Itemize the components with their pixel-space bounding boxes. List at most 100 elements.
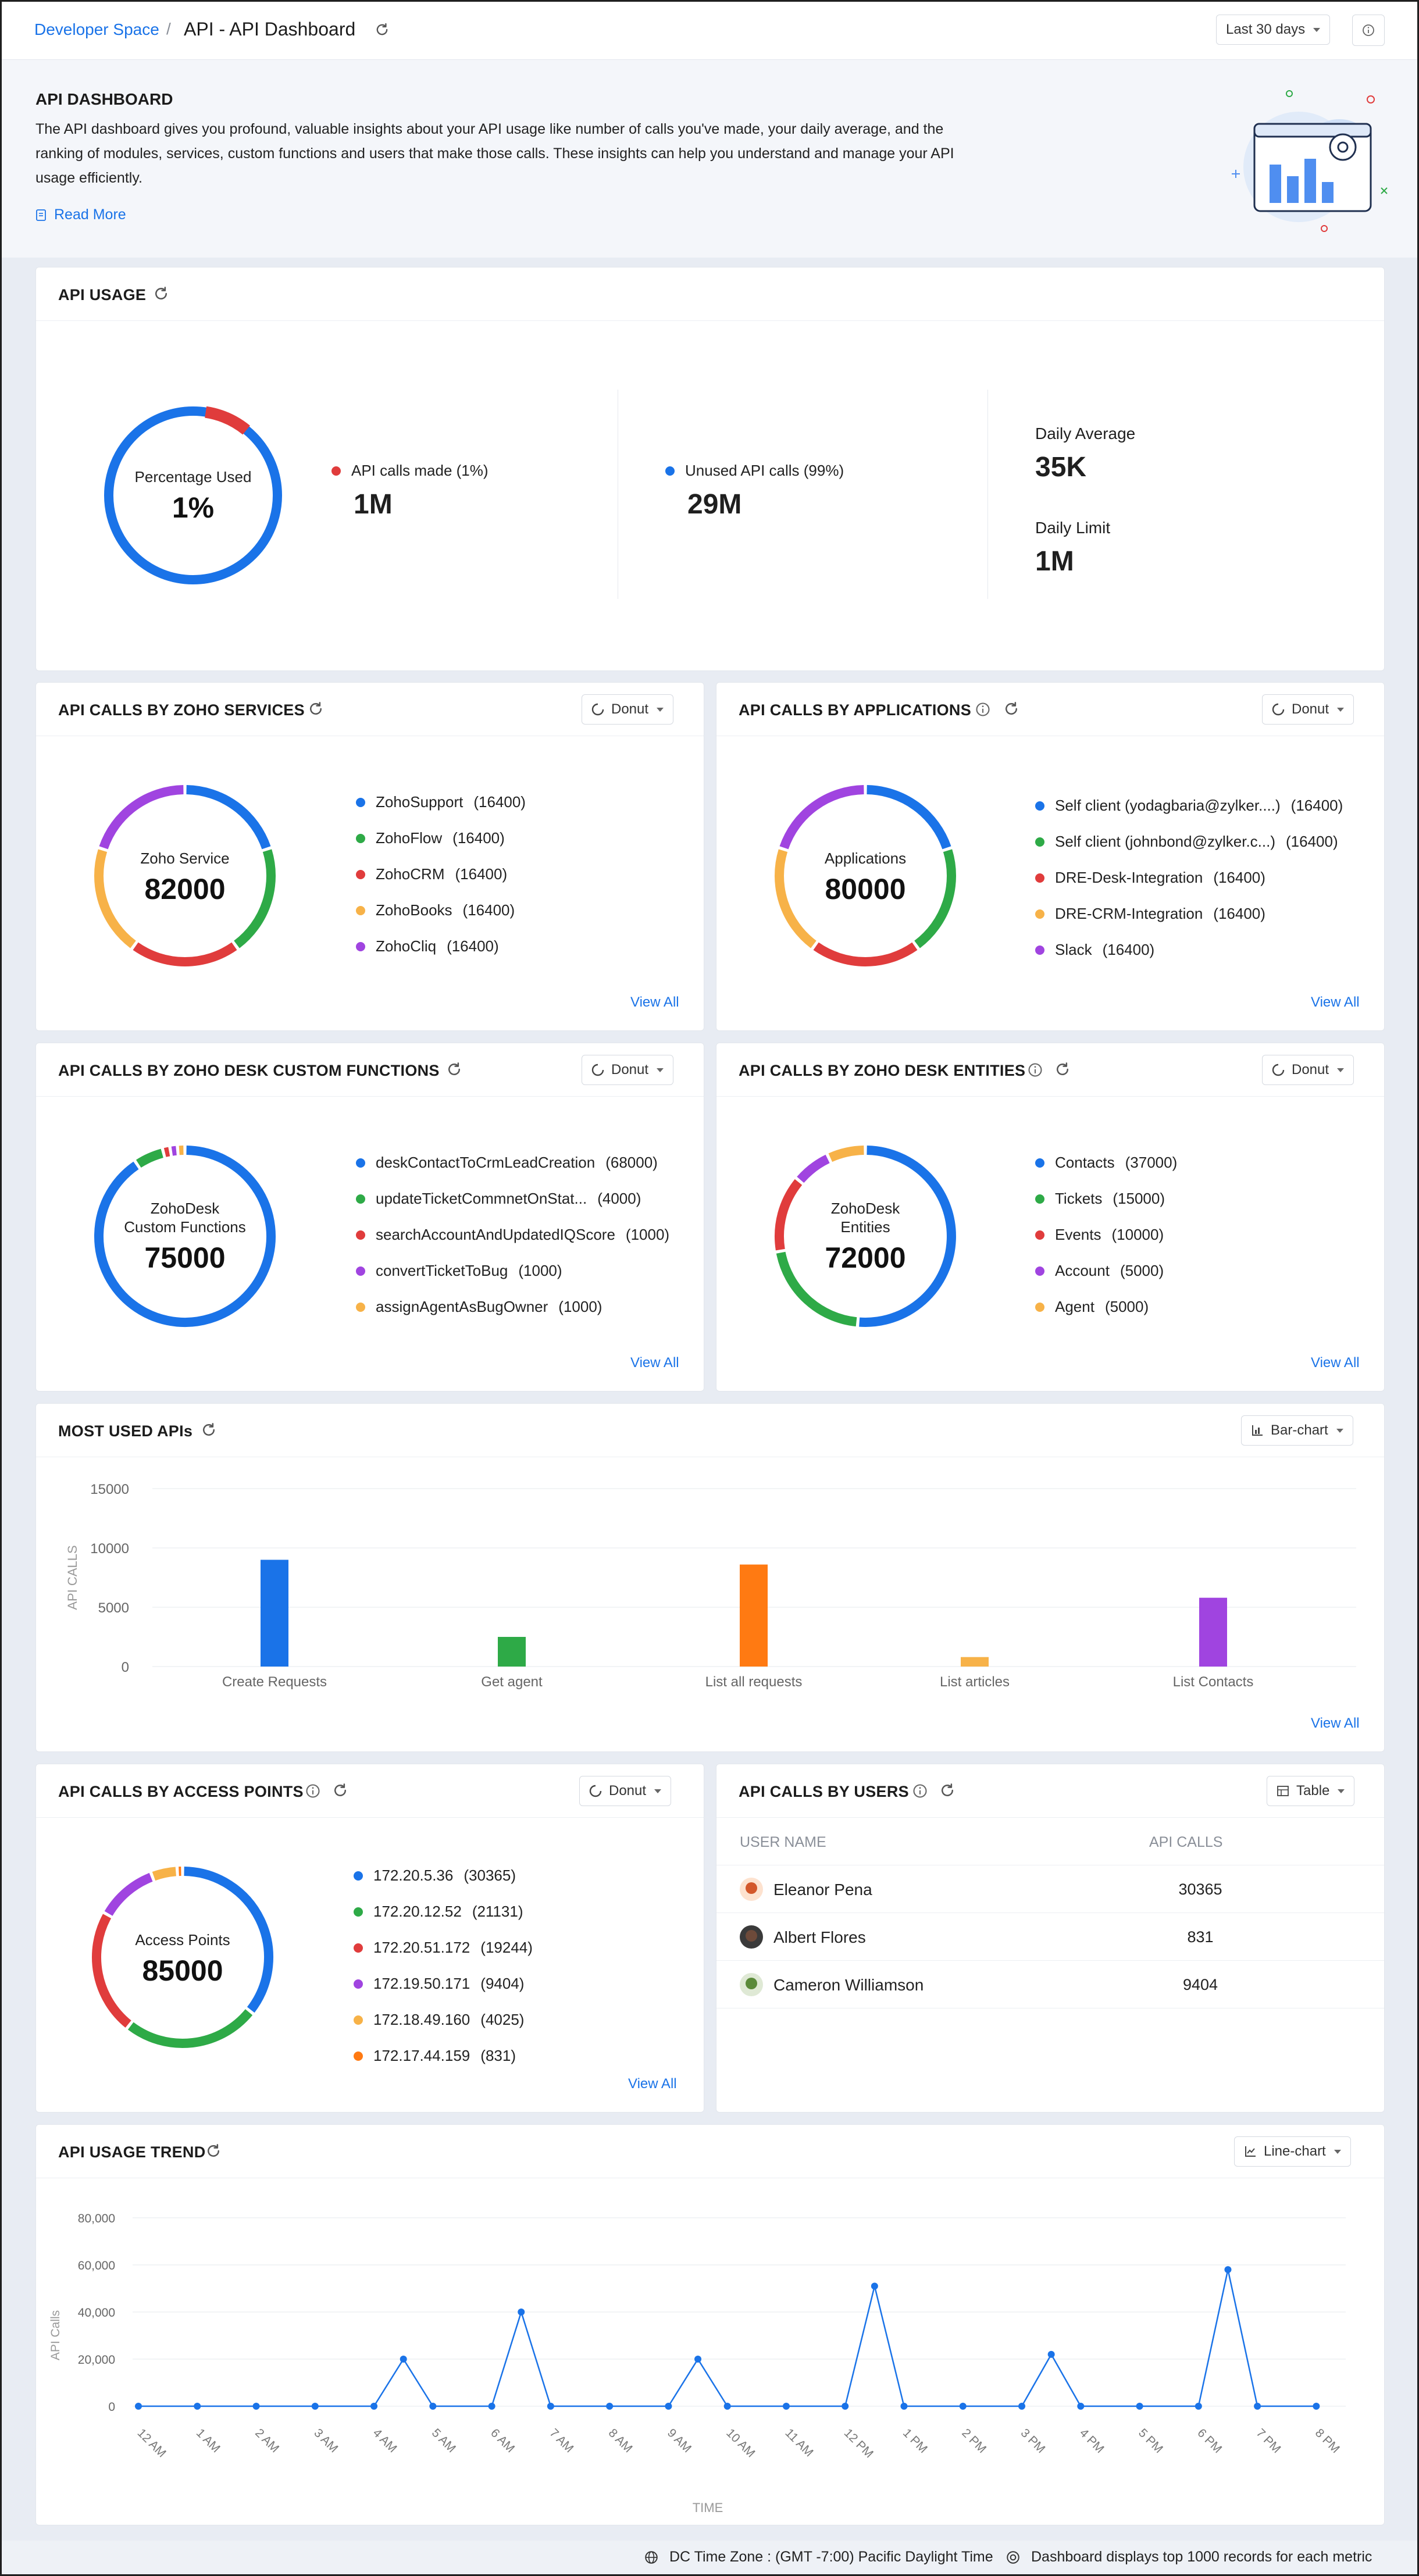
view-all-link[interactable]: View All — [628, 2076, 677, 2092]
donut-segment[interactable] — [104, 1872, 153, 1916]
data-point[interactable] — [194, 2403, 201, 2410]
refresh-icon[interactable] — [1054, 1061, 1071, 1078]
refresh-icon[interactable] — [200, 1421, 218, 1439]
table-row[interactable]: Albert Flores 831 — [716, 1913, 1384, 1961]
data-point[interactable] — [488, 2403, 495, 2410]
data-point[interactable] — [1224, 2266, 1232, 2274]
chart-type-select[interactable]: Bar-chart — [1241, 1415, 1353, 1446]
view-all-link[interactable]: View All — [1311, 1715, 1360, 1731]
info-icon[interactable] — [1027, 1062, 1043, 1078]
legend-item[interactable]: ZohoCRM (16400) — [356, 865, 507, 883]
donut-segment[interactable] — [92, 1914, 131, 2028]
legend-item[interactable]: assignAgentAsBugOwner (1000) — [356, 1298, 602, 1316]
data-point[interactable] — [1254, 2403, 1261, 2410]
legend-item[interactable]: Slack (16400) — [1035, 941, 1154, 959]
view-all-link[interactable]: View All — [1311, 1355, 1360, 1371]
chart-type-select[interactable]: Donut — [1262, 694, 1354, 725]
info-button[interactable] — [1352, 15, 1385, 46]
refresh-icon[interactable] — [331, 1782, 349, 1799]
data-point[interactable] — [370, 2403, 378, 2410]
chart-type-select[interactable]: Donut — [582, 694, 674, 725]
read-more-link[interactable]: Read More — [35, 206, 126, 223]
refresh-icon[interactable] — [374, 22, 390, 38]
data-point[interactable] — [1047, 2350, 1055, 2358]
legend-item[interactable]: ZohoBooks (16400) — [356, 901, 515, 919]
legend-item[interactable]: Contacts (37000) — [1035, 1154, 1177, 1172]
bar[interactable] — [498, 1637, 526, 1667]
data-point[interactable] — [782, 2403, 790, 2410]
donut-segment[interactable] — [186, 785, 271, 850]
donut-segment[interactable] — [127, 2009, 253, 2048]
chart-type-select[interactable]: Line-chart — [1234, 2136, 1351, 2167]
donut-segment[interactable] — [99, 785, 184, 850]
legend-item[interactable]: Tickets (15000) — [1035, 1190, 1165, 1208]
table-row[interactable]: Cameron Williamson 9404 — [716, 1961, 1384, 2008]
refresh-icon[interactable] — [205, 2142, 222, 2160]
donut-segment[interactable] — [234, 849, 276, 948]
legend-item[interactable]: Agent (5000) — [1035, 1298, 1149, 1316]
chart-type-select[interactable]: Donut — [579, 1776, 672, 1806]
data-point[interactable] — [311, 2403, 319, 2410]
donut-segment[interactable] — [133, 942, 237, 966]
data-point[interactable] — [606, 2403, 614, 2410]
legend-item[interactable]: 172.18.49.160 (4025) — [354, 2011, 524, 2029]
donut-segment[interactable] — [776, 1251, 857, 1327]
date-range-select[interactable]: Last 30 days — [1216, 15, 1331, 45]
donut-segment[interactable] — [859, 1146, 956, 1327]
table-row[interactable]: Eleanor Pena 30365 — [716, 1865, 1384, 1913]
legend-item[interactable]: Events (10000) — [1035, 1226, 1164, 1244]
view-all-link[interactable]: View All — [630, 1355, 679, 1371]
legend-item[interactable]: 172.20.51.172 (19244) — [354, 1939, 533, 1957]
legend-item[interactable]: Account (5000) — [1035, 1262, 1164, 1280]
data-point[interactable] — [1018, 2403, 1026, 2410]
view-type-select[interactable]: Table — [1267, 1776, 1355, 1806]
data-point[interactable] — [900, 2403, 908, 2410]
legend-item[interactable]: updateTicketCommnetOnStat... (4000) — [356, 1190, 641, 1208]
refresh-icon[interactable] — [445, 1061, 463, 1078]
data-point[interactable] — [665, 2403, 672, 2410]
info-icon[interactable] — [912, 1783, 928, 1799]
legend-item[interactable]: 172.17.44.159 (831) — [354, 2047, 516, 2065]
data-point[interactable] — [1313, 2403, 1320, 2410]
bar[interactable] — [1199, 1597, 1227, 1667]
refresh-icon[interactable] — [939, 1782, 956, 1799]
donut-segment[interactable] — [184, 1867, 273, 2013]
donut-segment[interactable] — [775, 1179, 803, 1251]
info-icon[interactable] — [305, 1783, 321, 1799]
data-point[interactable] — [400, 2356, 407, 2363]
data-point[interactable] — [694, 2356, 702, 2363]
donut-segment[interactable] — [813, 942, 918, 966]
chart-type-select[interactable]: Donut — [1262, 1055, 1354, 1085]
bar[interactable] — [961, 1657, 989, 1667]
refresh-icon[interactable] — [307, 700, 325, 718]
data-point[interactable] — [1077, 2403, 1085, 2410]
refresh-icon[interactable] — [152, 285, 170, 302]
data-point[interactable] — [871, 2282, 878, 2290]
data-point[interactable] — [723, 2403, 731, 2410]
data-point[interactable] — [429, 2403, 437, 2410]
chart-type-select[interactable]: Donut — [582, 1055, 674, 1085]
donut-segment[interactable] — [828, 1146, 864, 1162]
legend-item[interactable]: 172.20.5.36 (30365) — [354, 1867, 516, 1885]
data-point[interactable] — [1136, 2403, 1143, 2410]
refresh-icon[interactable] — [1003, 700, 1020, 718]
donut-segment[interactable] — [163, 1147, 170, 1157]
legend-item[interactable]: ZohoSupport (16400) — [356, 793, 526, 811]
legend-item[interactable]: searchAccountAndUpdatedIQScore (1000) — [356, 1226, 669, 1244]
donut-segment[interactable] — [136, 1148, 164, 1168]
bar[interactable] — [261, 1560, 288, 1667]
legend-item[interactable]: deskContactToCrmLeadCreation (68000) — [356, 1154, 658, 1172]
legend-item[interactable]: 172.20.12.52 (21131) — [354, 1903, 523, 1921]
bar[interactable] — [740, 1564, 768, 1667]
legend-item[interactable]: convertTicketToBug (1000) — [356, 1262, 562, 1280]
info-icon[interactable] — [975, 701, 991, 718]
legend-item[interactable]: DRE-Desk-Integration (16400) — [1035, 869, 1265, 887]
legend-item[interactable]: DRE-CRM-Integration (16400) — [1035, 905, 1265, 923]
donut-segment[interactable] — [94, 1146, 276, 1327]
donut-segment[interactable] — [94, 849, 136, 948]
data-point[interactable] — [135, 2403, 142, 2410]
legend-item[interactable]: 172.19.50.171 (9404) — [354, 1975, 524, 1993]
data-point[interactable] — [1195, 2403, 1202, 2410]
donut-segment[interactable] — [914, 849, 956, 948]
view-all-link[interactable]: View All — [630, 994, 679, 1010]
